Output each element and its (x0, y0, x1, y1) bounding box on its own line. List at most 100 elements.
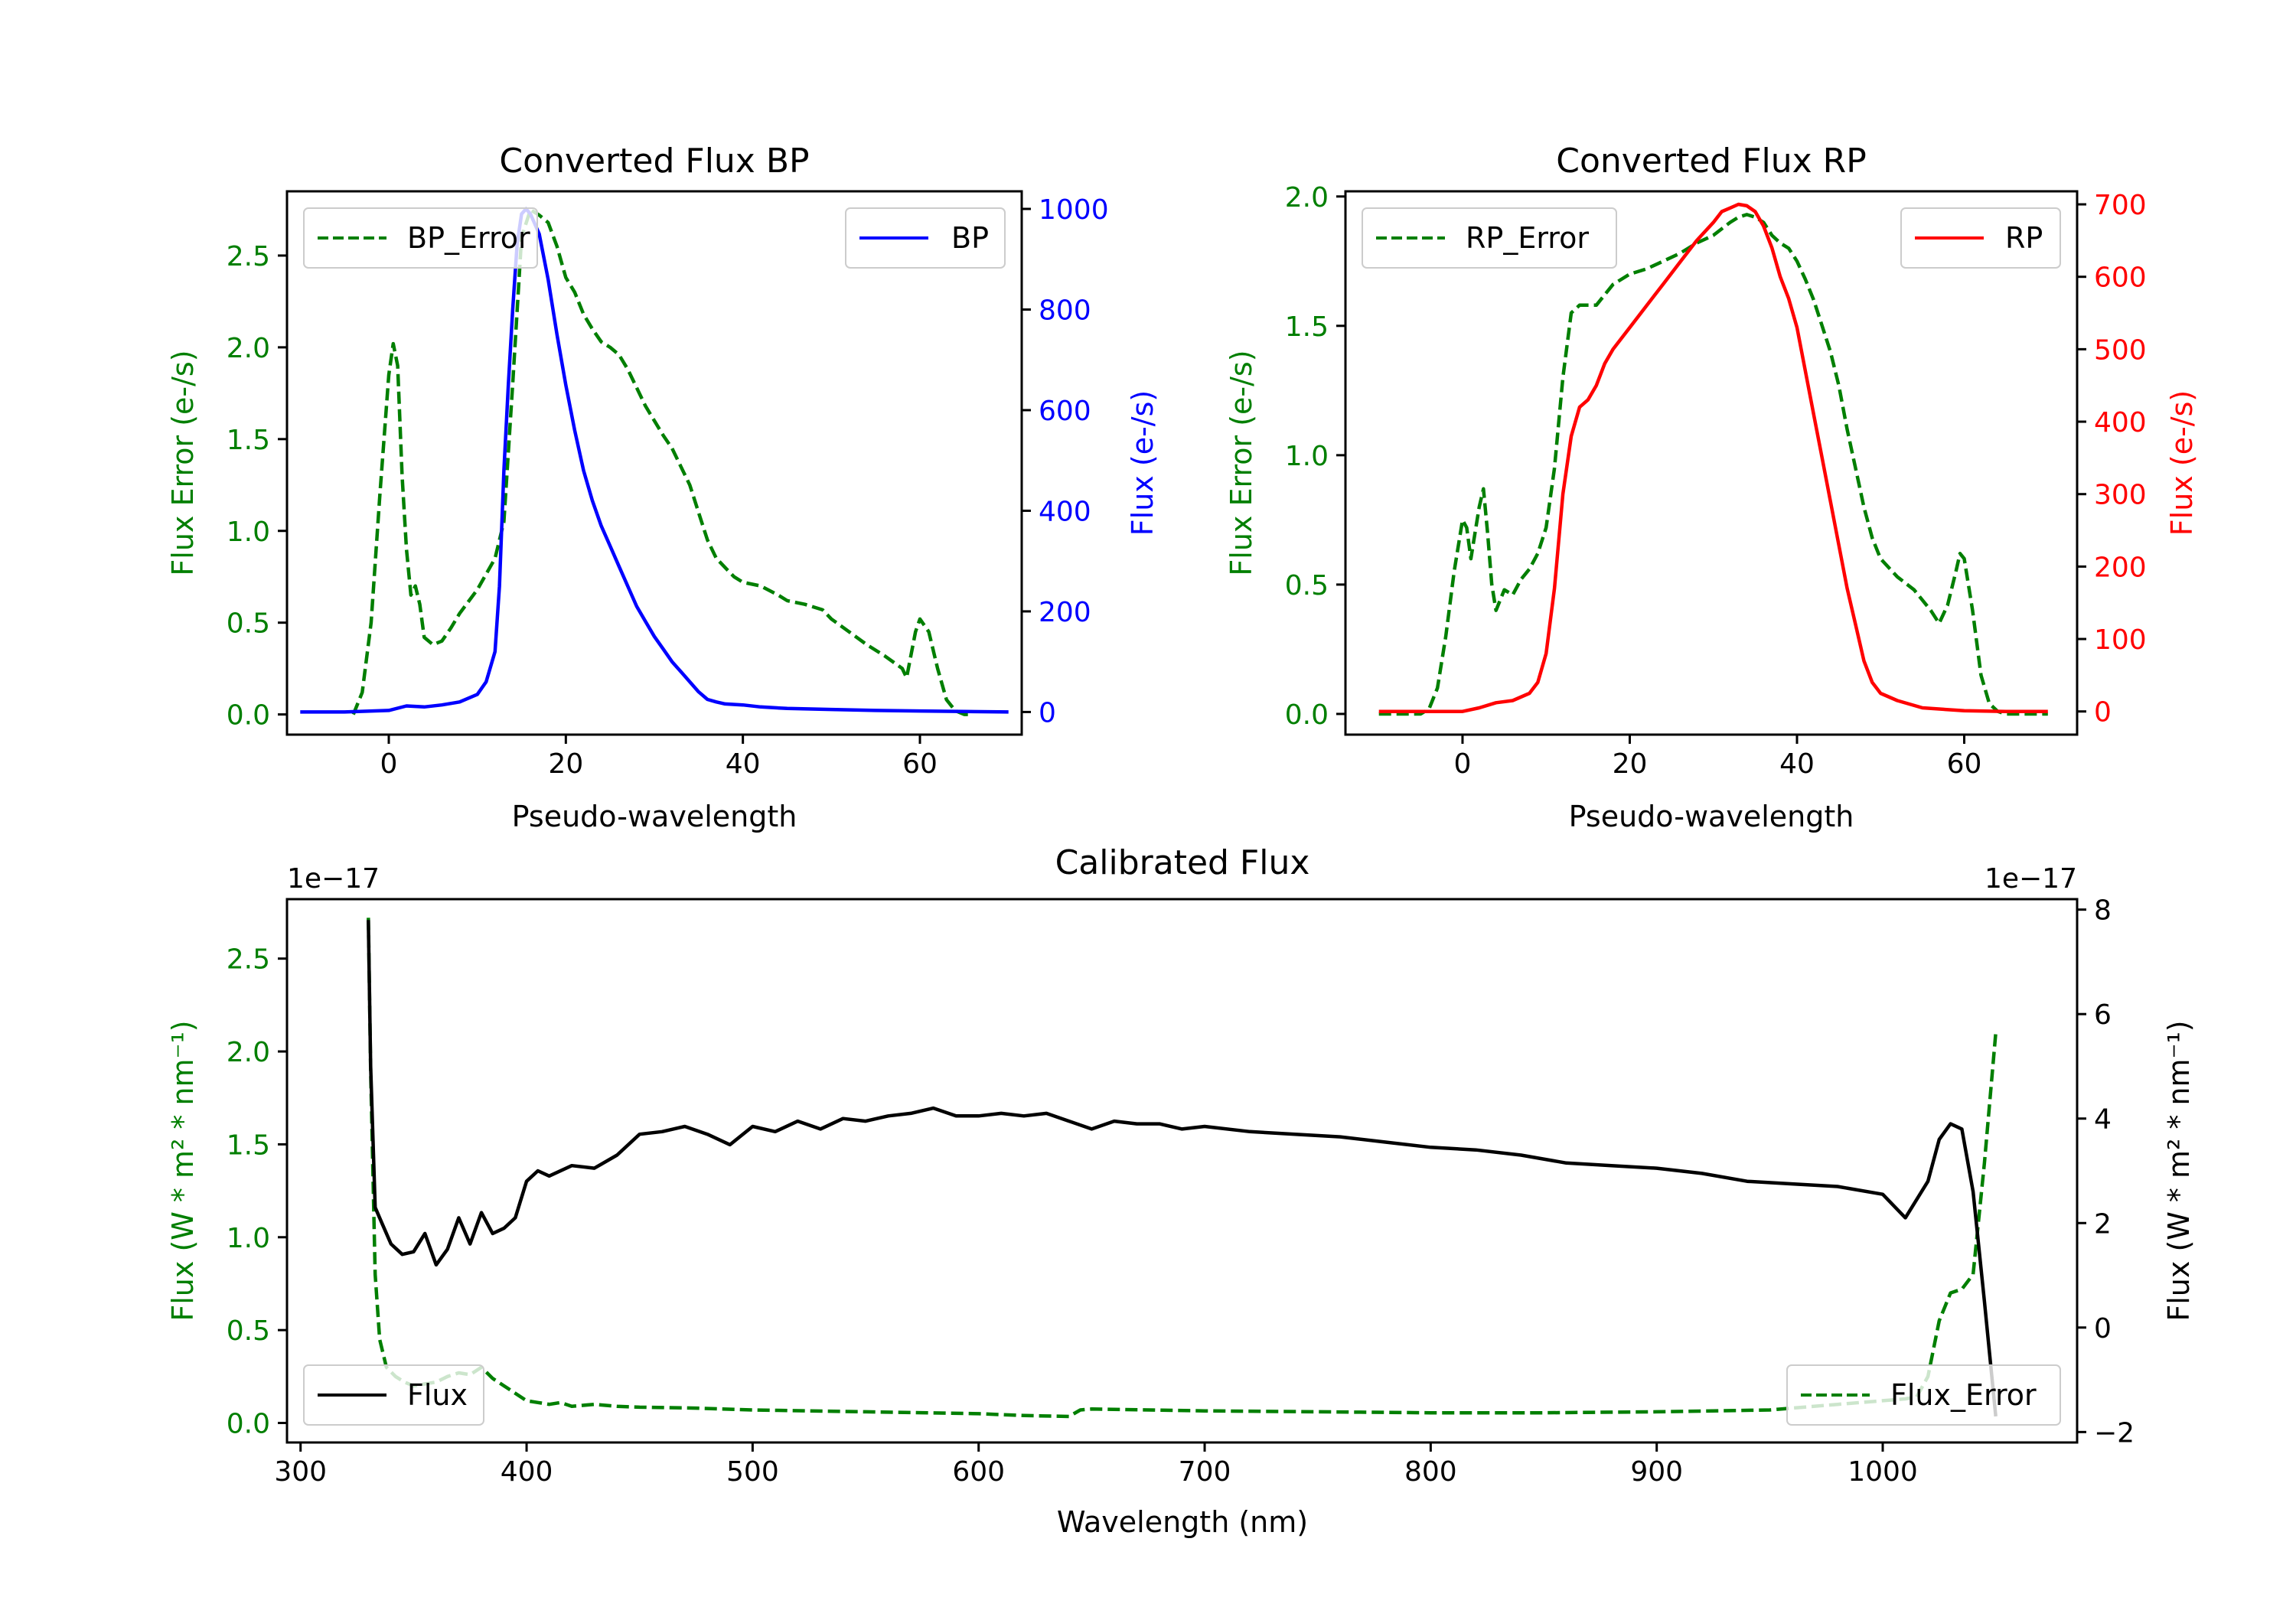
calibrated-right-axis-label: Flux (W * m² * nm⁻¹) (2162, 1020, 2196, 1321)
bp-axes-frame (285, 190, 1023, 736)
bp-left-tick-label: 0.5 (227, 608, 270, 640)
rp-right-ticks: 0 100 200 300 400 500 600 700 (2077, 190, 2147, 729)
calibrated-axes-frame (285, 898, 2079, 1444)
bp-left-tick-label: 1.5 (227, 425, 270, 456)
bp-left-tick-label: 0.0 (227, 700, 270, 732)
rp-right-tick-label: 400 (2094, 407, 2147, 438)
rp-left-tick-label: 0.0 (1285, 699, 1329, 731)
bp-series-bp (300, 207, 1009, 714)
calibrated-legend-left-label: Flux (407, 1378, 468, 1412)
rp-right-tick-label: 300 (2094, 480, 2147, 511)
calibrated-x-tick-label: 400 (501, 1456, 553, 1488)
rp-left-axis-label: Flux Error (e-/s) (1225, 350, 1258, 575)
calibrated-right-tick-label: 8 (2094, 895, 2112, 927)
rp-x-tick-label: 60 (1947, 748, 1982, 780)
rp-legend-right: RP (1900, 207, 2061, 269)
calibrated-left-axis-label: Flux (W * m² * nm⁻¹) (166, 1020, 200, 1321)
rp-series-rp-error (1378, 213, 2048, 716)
calibrated-x-tick-label: 700 (1179, 1456, 1231, 1488)
bp-series-bp-error (351, 207, 974, 716)
rp-right-tick-label: 600 (2094, 262, 2147, 294)
calibrated-right-tick-label: 0 (2094, 1313, 2112, 1345)
rp-x-tick-label: 40 (1779, 748, 1815, 780)
bp-legend-left: BP_Error (303, 207, 538, 269)
bp-legend-right: BP (845, 207, 1006, 269)
rp-right-tick-label: 100 (2094, 624, 2147, 656)
bp-right-tick-label: 800 (1039, 295, 1091, 326)
bp-left-tick-label: 2.5 (227, 241, 270, 272)
rp-right-tick-label: 0 (2094, 697, 2112, 729)
calibrated-legend-left-box (303, 1364, 484, 1426)
bp-legend-left-box (303, 207, 538, 269)
calibrated-left-offset: 1e−17 (287, 863, 380, 895)
rp-series-rp (1378, 202, 2048, 713)
calibrated-x-axis-label: Wavelength (nm) (1057, 1505, 1308, 1539)
calibrated-left-tick-label: 0.5 (227, 1315, 270, 1347)
calibrated-legend-right-label: Flux_Error (1890, 1378, 2037, 1412)
bp-x-tick-label: 40 (726, 748, 761, 780)
calibrated-x-tick-label: 900 (1630, 1456, 1683, 1488)
calibrated-x-tick-label: 800 (1404, 1456, 1457, 1488)
rp-legend-left: RP_Error (1362, 207, 1617, 269)
bp-x-ticks: 0 20 40 60 (380, 735, 938, 780)
rp-x-axis-label: Pseudo-wavelength (1569, 800, 1854, 833)
calibrated-left-tick-label: 2.0 (227, 1037, 270, 1068)
rp-left-tick-label: 1.0 (1285, 441, 1329, 472)
rp-left-tick-label: 2.0 (1285, 182, 1329, 214)
bp-legend-right-label: BP (951, 221, 989, 255)
bp-left-ticks: 0.0 0.5 1.0 1.5 2.0 2.5 (227, 241, 287, 732)
bp-x-tick-label: 0 (380, 748, 398, 780)
bp-legend-left-label: BP_Error (407, 221, 530, 255)
rp-legend-right-label: RP (2005, 221, 2043, 255)
bp-right-ticks: 0 200 400 600 800 1000 (1022, 194, 1109, 729)
calibrated-x-tick-label: 1000 (1848, 1456, 1918, 1488)
rp-legend-left-label: RP_Error (1466, 221, 1589, 255)
bp-right-axis-label: Flux (e-/s) (1126, 390, 1159, 536)
calibrated-series-flux (367, 920, 1998, 1417)
calibrated-left-tick-label: 1.0 (227, 1223, 270, 1254)
bp-x-axis-label: Pseudo-wavelength (512, 800, 797, 833)
bp-right-tick-label: 200 (1039, 597, 1091, 628)
bp-right-tick-label: 0 (1039, 697, 1056, 729)
bp-x-tick-label: 60 (902, 748, 938, 780)
calibrated-x-tick-label: 600 (952, 1456, 1005, 1488)
calibrated-left-ticks: 0.0 0.5 1.0 1.5 2.0 2.5 (227, 944, 287, 1440)
calibrated-right-tick-label: −2 (2094, 1417, 2135, 1449)
calibrated-legend-right: Flux_Error (1786, 1364, 2061, 1426)
rp-axes-frame (1344, 190, 2079, 736)
rp-x-tick-label: 20 (1613, 748, 1648, 780)
calibrated-right-tick-label: 4 (2094, 1104, 2112, 1136)
rp-right-axis-label: Flux (e-/s) (2165, 390, 2199, 536)
rp-left-tick-label: 0.5 (1285, 570, 1329, 601)
rp-title: Converted Flux RP (1556, 142, 1867, 181)
bp-left-axis-label: Flux Error (e-/s) (166, 350, 200, 575)
calibrated-left-tick-label: 0.0 (227, 1409, 270, 1440)
calibrated-legend-left: Flux (303, 1364, 484, 1426)
rp-right-tick-label: 700 (2094, 190, 2147, 221)
calibrated-series-flux-error (367, 918, 1998, 1419)
bp-panel: Converted Flux BP Pseudo-wavelength Flux… (166, 142, 1159, 833)
calibrated-right-offset: 1e−17 (1985, 863, 2077, 895)
calibrated-left-tick-label: 2.5 (227, 944, 270, 976)
bp-right-tick-label: 1000 (1039, 194, 1109, 226)
rp-panel: Converted Flux RP Pseudo-wavelength Flux… (1225, 142, 2199, 833)
calibrated-left-tick-label: 1.5 (227, 1129, 270, 1161)
calibrated-legend-right-box (1786, 1364, 2061, 1426)
rp-left-ticks: 0.0 0.5 1.0 1.5 2.0 (1285, 182, 1345, 731)
bp-left-tick-label: 2.0 (227, 333, 270, 364)
rp-left-tick-label: 1.5 (1285, 311, 1329, 343)
bp-right-tick-label: 400 (1039, 496, 1091, 527)
calibrated-right-tick-label: 6 (2094, 999, 2112, 1031)
calibrated-x-ticks: 300 400 500 600 700 800 900 1000 (274, 1442, 1918, 1488)
calibrated-panel: Calibrated Flux 1e−17 1e−17 Wavelength (… (166, 843, 2196, 1539)
rp-legend-left-box (1362, 207, 1617, 269)
bp-lines (300, 207, 1009, 716)
calibrated-x-tick-label: 500 (726, 1456, 779, 1488)
calibrated-title: Calibrated Flux (1055, 843, 1310, 882)
calibrated-lines (367, 918, 1998, 1419)
calibrated-right-ticks: −2 0 2 4 6 8 (2077, 895, 2135, 1449)
rp-x-tick-label: 0 (1454, 748, 1472, 780)
bp-x-tick-label: 20 (548, 748, 583, 780)
calibrated-x-tick-label: 300 (274, 1456, 327, 1488)
